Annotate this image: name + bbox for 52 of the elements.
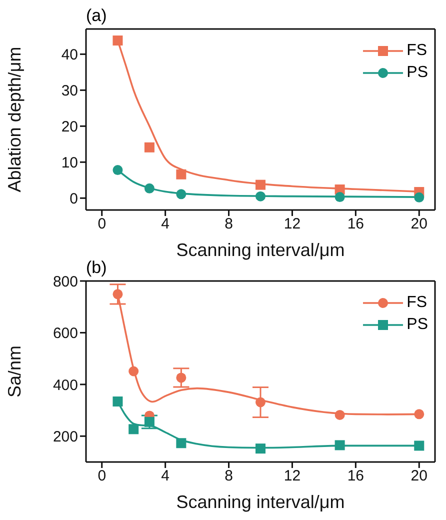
x-tick-label: 4 [161,468,170,485]
x-tick-label: 0 [98,468,106,485]
x-tick-label: 20 [410,468,428,485]
point [414,192,424,202]
legend-label: PS [406,64,428,82]
point [256,397,266,408]
point [144,142,154,152]
point [334,440,345,450]
point [112,289,123,300]
x-tick-label: 4 [161,216,170,233]
point [128,424,139,434]
x-tick-label: 8 [224,468,233,485]
point [112,165,123,176]
point [112,396,123,406]
legend-label: FS [406,294,428,312]
point [256,180,266,190]
point [112,36,123,46]
y-tick-label: 800 [52,273,78,290]
point [128,366,139,376]
y-tick-label: 400 [52,376,78,394]
point [414,409,424,420]
x-tick-label: 0 [98,216,106,233]
point [256,191,266,202]
point [256,444,266,454]
x-tick-label: 8 [224,216,233,233]
point [176,438,186,448]
point [176,372,186,383]
legend-label: PS [406,316,428,334]
x-tick-label: 12 [284,216,301,233]
y-tick-label: 0 [70,190,78,208]
x-tick-label: 16 [347,468,364,485]
x-axis-title: Scanning interval/μm [176,240,345,260]
point [176,169,186,180]
x-tick-label: 16 [347,216,364,233]
x-tick-label: 12 [284,468,301,485]
x-axis-title: Scanning interval/μm [176,492,345,512]
y-tick-label: 600 [52,325,78,342]
y-tick-label: 200 [52,428,78,446]
y-tick-label: 10 [61,154,78,172]
point [414,440,424,451]
y-tick-label: 30 [61,82,78,100]
point [334,410,345,420]
y-tick-label: 40 [61,46,78,64]
chart-title: (b) [86,258,107,278]
legend-label: FS [406,42,428,60]
x-tick-label: 20 [410,216,428,233]
point [144,183,154,194]
point [176,189,186,200]
point [144,416,154,427]
point [334,192,345,202]
chart-title: (a) [86,6,107,26]
y-tick-label: 20 [61,118,78,136]
